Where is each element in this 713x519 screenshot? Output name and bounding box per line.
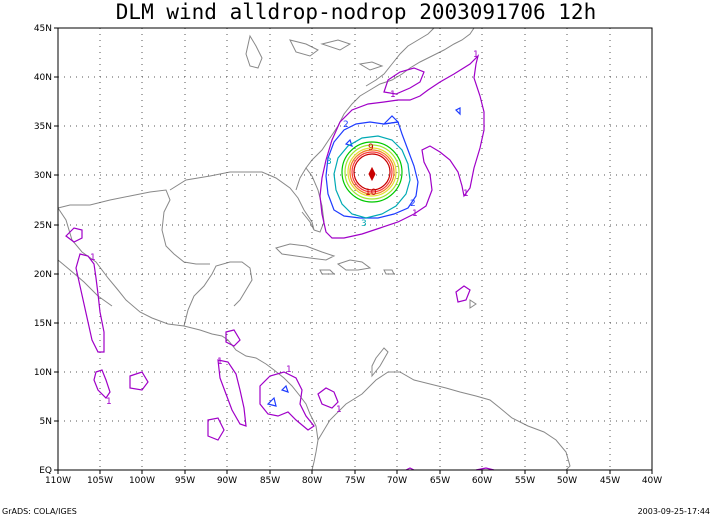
lon-label: 100W	[129, 476, 155, 486]
contour-2	[266, 107, 461, 407]
lon-label: 90W	[217, 476, 237, 486]
contour-label: 10	[365, 188, 377, 198]
map-title: DLM wind alldrop-nodrop 2003091706 12h	[116, 0, 596, 24]
lon-label: 80W	[302, 476, 322, 486]
lat-label: 10N	[34, 368, 52, 378]
contour-label: 1	[217, 357, 223, 367]
lon-label: 70W	[387, 476, 407, 486]
lon-label: 85W	[260, 476, 280, 486]
contour-label: 1	[286, 365, 292, 375]
contour-label: 1	[412, 209, 418, 219]
lon-label: 45W	[600, 476, 620, 486]
lon-label: 65W	[430, 476, 450, 486]
contour-label: 1	[90, 253, 96, 263]
contour-1	[65, 54, 495, 471]
contour-label: 2	[410, 199, 416, 209]
lat-labels: EQ 5N 10N 15N 20N 25N 30N 35N 40N 45N	[34, 24, 52, 476]
storm-center-marker	[368, 166, 376, 182]
contour-label: 3	[361, 219, 367, 229]
lat-label: EQ	[39, 466, 52, 476]
lat-lon-grid	[58, 28, 652, 470]
contour-label: 9	[368, 143, 374, 153]
contour-label: 1	[106, 397, 112, 407]
lat-label: 25N	[34, 221, 52, 231]
contour-label: 1	[463, 189, 469, 199]
coastlines	[57, 27, 571, 471]
footer-timestamp: 2003-09-25-17:44	[638, 507, 710, 516]
tick-marks	[54, 27, 653, 474]
lon-label: 50W	[557, 476, 577, 486]
lon-label: 110W	[45, 476, 71, 486]
lon-label: 95W	[175, 476, 195, 486]
contour-label: 1	[390, 90, 396, 100]
contour-3	[333, 135, 411, 219]
lat-label: 5N	[40, 417, 52, 427]
lon-labels: 110W 105W 100W 95W 90W 85W 80W 75W 70W 6…	[45, 476, 662, 486]
footer-credit: GrADS: COLA/IGES	[2, 507, 77, 516]
lat-label: 30N	[34, 171, 52, 181]
lon-label: 40W	[642, 476, 662, 486]
lat-label: 40N	[34, 73, 52, 83]
lat-label: 35N	[34, 122, 52, 132]
lat-label: 15N	[34, 319, 52, 329]
lon-label: 75W	[345, 476, 365, 486]
lon-label: 60W	[472, 476, 492, 486]
lon-label: 55W	[515, 476, 535, 486]
contour-label: 3	[326, 157, 332, 167]
contour-labels: 1 1 1 1 1 1 1 1 1 2 2 3 3 9 10	[90, 50, 479, 415]
contour-label: 2	[343, 120, 349, 130]
contour-label: 1	[473, 50, 479, 60]
lat-label: 45N	[34, 24, 52, 34]
lon-label: 105W	[87, 476, 113, 486]
contour-4-to-9	[341, 141, 403, 203]
lat-label: 20N	[34, 270, 52, 280]
contour-label: 1	[336, 405, 342, 415]
